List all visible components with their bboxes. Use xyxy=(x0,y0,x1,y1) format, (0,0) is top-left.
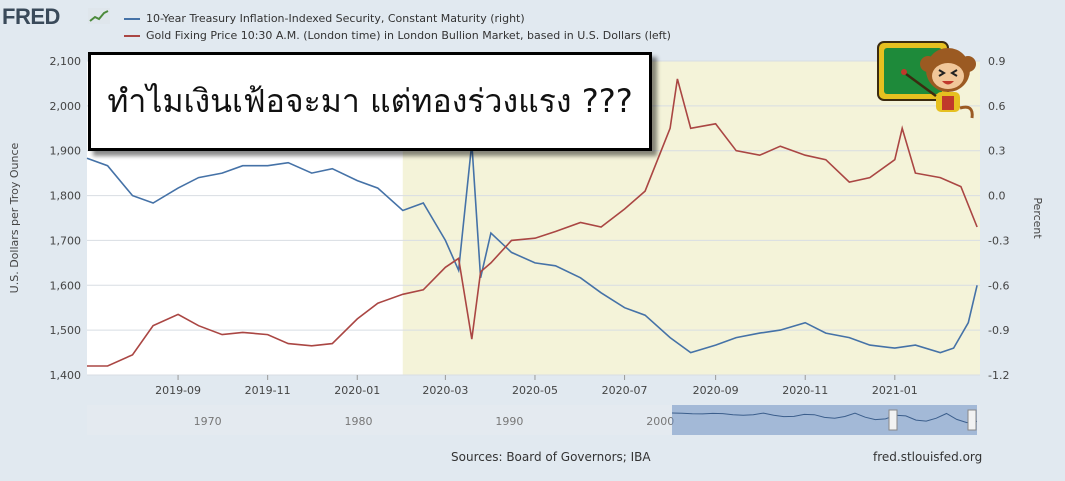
x-tick-label: 2020-05 xyxy=(512,384,558,397)
legend-label-tips: 10-Year Treasury Inflation-Indexed Secur… xyxy=(146,12,525,25)
navigator-tick-label: 2000 xyxy=(646,415,674,428)
x-tick-label: 2021-01 xyxy=(872,384,918,397)
legend-item-tips[interactable]: 10-Year Treasury Inflation-Indexed Secur… xyxy=(124,12,525,25)
series-line-tips[interactable] xyxy=(86,143,978,354)
legend-swatch-tips xyxy=(124,18,140,20)
fred-logo[interactable]: FRED xyxy=(2,4,60,29)
y-tick-label-right: -0.3 xyxy=(988,234,1009,247)
y-tick-label-right: -0.9 xyxy=(988,324,1009,337)
monkey-teacher-sticker-icon xyxy=(877,41,976,119)
y-tick-label-left: 1,900 xyxy=(50,145,82,158)
navigator-handle-left[interactable] xyxy=(888,409,898,431)
x-tick-label: 2019-09 xyxy=(155,384,201,397)
legend-label-gold: Gold Fixing Price 10:30 A.M. (London tim… xyxy=(146,29,671,42)
y-axis-title-left: U.S. Dollars per Troy Ounce xyxy=(8,142,21,293)
y-tick-label-right: 0.0 xyxy=(988,190,1006,203)
y-tick-label-right: -0.6 xyxy=(988,279,1009,292)
legend-swatch-gold xyxy=(124,35,140,37)
y-tick-label-left: 2,000 xyxy=(50,100,82,113)
x-tick-label: 2020-11 xyxy=(782,384,828,397)
y-axis-title-right: Percent xyxy=(1031,197,1044,239)
series-line-gold[interactable] xyxy=(87,78,978,367)
legend-item-gold[interactable]: Gold Fixing Price 10:30 A.M. (London tim… xyxy=(124,29,671,42)
sources-text: Sources: Board of Governors; IBA xyxy=(451,450,651,464)
overlay-caption-text: ทำไมเงินเฟ้อจะมา แต่ทองร่วงแรง ??? xyxy=(107,82,633,120)
navigator-tick-label: 1980 xyxy=(345,415,373,428)
y-tick-label-left: 2,100 xyxy=(50,55,82,68)
y-tick-label-left: 1,600 xyxy=(50,279,82,292)
y-tick-label-right: 0.9 xyxy=(988,55,1006,68)
x-tick-label: 2020-01 xyxy=(334,384,380,397)
y-tick-label-right: 0.6 xyxy=(988,100,1006,113)
y-tick-label-left: 1,400 xyxy=(50,369,82,382)
x-tick-label: 2020-09 xyxy=(693,384,739,397)
fred-logo-graph-icon xyxy=(88,8,110,24)
y-tick-label-right: 0.3 xyxy=(988,145,1006,158)
navigator-mini-series xyxy=(671,412,978,424)
navigator-tick-label: 1990 xyxy=(495,415,523,428)
x-tick-label: 2019-11 xyxy=(245,384,291,397)
y-tick-label-left: 1,700 xyxy=(50,234,82,247)
navigator-handle-right[interactable] xyxy=(967,409,977,431)
overlay-caption-box: ทำไมเงินเฟ้อจะมา แต่ทองร่วงแรง ??? xyxy=(88,52,652,151)
y-tick-label-right: -1.2 xyxy=(988,369,1009,382)
fred-site-link[interactable]: fred.stlouisfed.org xyxy=(873,450,983,464)
x-tick-label: 2020-03 xyxy=(422,384,468,397)
y-tick-label-left: 1,500 xyxy=(50,324,82,337)
navigator-selection[interactable] xyxy=(672,405,977,435)
x-tick-label: 2020-07 xyxy=(602,384,648,397)
navigator-tick-label: 1970 xyxy=(194,415,222,428)
y-tick-label-left: 1,800 xyxy=(50,190,82,203)
